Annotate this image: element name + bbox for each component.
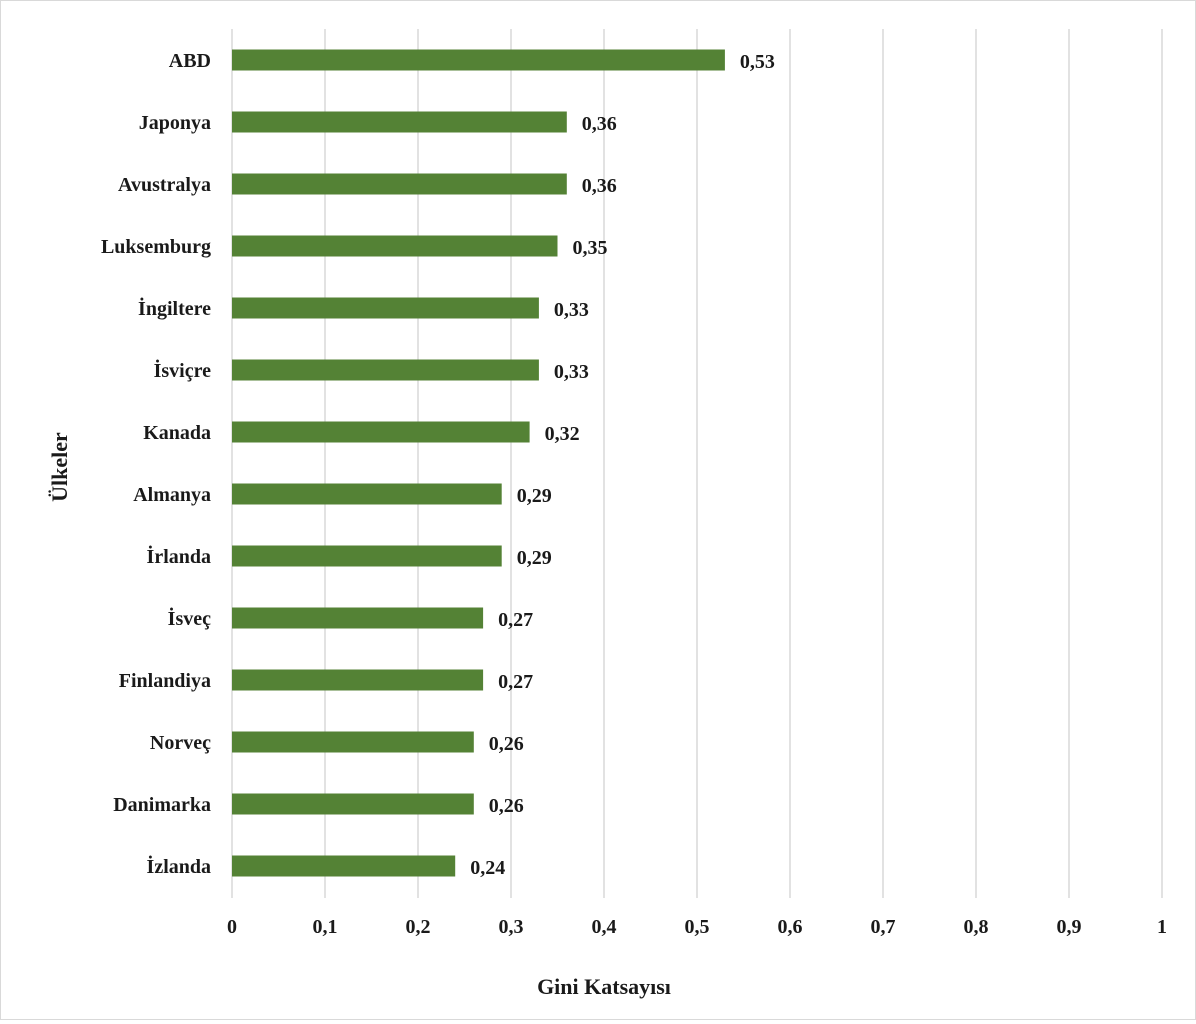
x-tick-label: 0,4 — [592, 916, 617, 938]
bars — [232, 49, 725, 877]
bar — [232, 173, 567, 195]
x-tick-label: 0,7 — [871, 916, 896, 938]
bar — [232, 421, 530, 443]
category-label: İngiltere — [138, 296, 211, 320]
data-label: 0,36 — [582, 175, 617, 197]
x-tick-label: 0,3 — [499, 916, 524, 938]
category-label: Almanya — [133, 484, 211, 506]
category-label: Norveç — [150, 732, 211, 754]
category-label: Japonya — [139, 112, 211, 134]
gridlines — [231, 29, 1163, 898]
data-label: 0,24 — [470, 857, 505, 879]
bar — [232, 731, 474, 753]
category-label: Luksemburg — [101, 236, 211, 258]
x-tick-label: 0 — [227, 916, 237, 938]
bar — [232, 297, 539, 319]
category-label: ABD — [169, 50, 211, 72]
x-tick-label: 0,8 — [964, 916, 989, 938]
data-label: 0,26 — [489, 795, 524, 817]
data-label: 0,33 — [554, 361, 589, 383]
data-label: 0,33 — [554, 299, 589, 321]
labels: 0 0,1 0,2 0,3 0,4 0,5 0,6 0,7 0,8 0,9 1 ABD 0,53 Japo… — [101, 50, 1167, 938]
category-label: İzlanda — [147, 854, 211, 878]
data-label: 0,29 — [517, 547, 552, 569]
data-label: 0,27 — [498, 609, 533, 631]
bar — [232, 545, 502, 567]
bar — [232, 111, 567, 133]
data-label: 0,36 — [582, 113, 617, 135]
bar — [232, 49, 725, 71]
category-label: Danimarka — [113, 794, 211, 816]
category-label: Kanada — [143, 422, 211, 444]
data-label: 0,32 — [545, 423, 580, 445]
bar — [232, 607, 484, 629]
category-label: Finlandiya — [119, 670, 211, 692]
category-label: İsviçre — [154, 358, 212, 382]
y-axis-title: Ülkeler — [47, 432, 72, 502]
category-label: İsveç — [168, 606, 211, 630]
x-axis-title: Gini Katsayısı — [537, 974, 671, 999]
bar — [232, 793, 474, 815]
x-tick-label: 0,6 — [778, 916, 803, 938]
x-tick-label: 0,5 — [685, 916, 710, 938]
bar — [232, 359, 539, 381]
x-tick-label: 0,9 — [1057, 916, 1082, 938]
category-label: Avustralya — [118, 174, 211, 196]
data-label: 0,27 — [498, 671, 533, 693]
bar — [232, 855, 456, 877]
data-label: 0,35 — [573, 237, 608, 259]
x-tick-label: 0,2 — [406, 916, 431, 938]
data-label: 0,29 — [517, 485, 552, 507]
x-tick-label: 1 — [1157, 916, 1167, 938]
bar — [232, 669, 484, 691]
bar — [232, 235, 558, 257]
data-label: 0,53 — [740, 51, 775, 73]
bar — [232, 483, 502, 505]
category-label: İrlanda — [147, 544, 211, 568]
x-tick-label: 0,1 — [313, 916, 338, 938]
data-label: 0,26 — [489, 733, 524, 755]
